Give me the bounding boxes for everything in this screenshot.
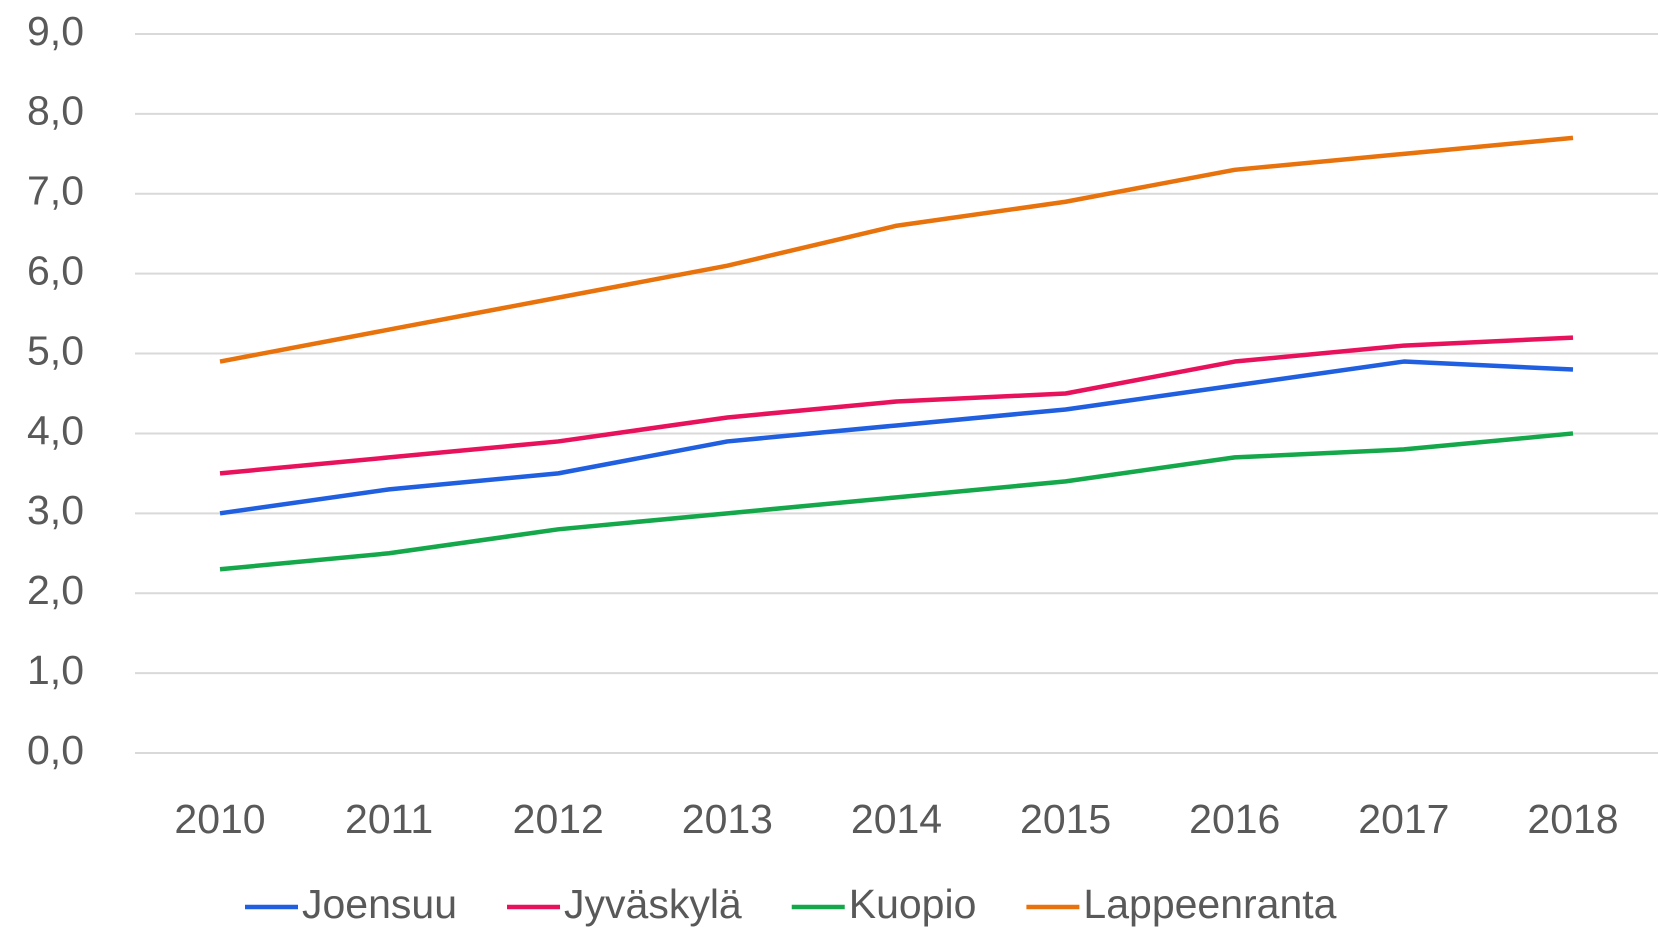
y-tick-label: 3,0 xyxy=(27,487,84,533)
y-tick-label: 6,0 xyxy=(27,247,84,293)
legend-label: Kuopio xyxy=(849,881,977,927)
x-tick-label: 2016 xyxy=(1189,796,1280,842)
series-line xyxy=(219,335,1574,476)
x-tick-label: 2017 xyxy=(1358,796,1449,842)
x-tick-label: 2011 xyxy=(345,796,433,842)
series-line xyxy=(219,359,1574,516)
y-tick-label: 4,0 xyxy=(27,407,84,453)
x-tick-label: 2015 xyxy=(1020,796,1111,842)
y-tick-label: 5,0 xyxy=(27,327,84,373)
series-line xyxy=(219,135,1574,364)
y-tick-label: 9,0 xyxy=(27,8,84,54)
y-tick-label: 8,0 xyxy=(27,88,84,134)
y-tick-label: 0,0 xyxy=(27,727,84,773)
x-tick-label: 2014 xyxy=(851,796,942,842)
x-tick-label: 2018 xyxy=(1527,796,1618,842)
x-tick-label: 2010 xyxy=(174,796,265,842)
y-tick-label: 1,0 xyxy=(27,647,84,693)
y-tick-label: 2,0 xyxy=(27,567,84,613)
y-tick-label: 7,0 xyxy=(27,168,84,214)
legend-label: Lappeenranta xyxy=(1083,881,1336,927)
legend-label: Joensuu xyxy=(302,881,457,927)
x-tick-label: 2012 xyxy=(513,796,604,842)
series-line xyxy=(219,431,1574,572)
legend-label: Jyväskylä xyxy=(564,881,742,927)
x-tick-label: 2013 xyxy=(682,796,773,842)
